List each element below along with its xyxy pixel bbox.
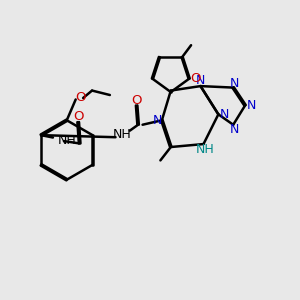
Text: N: N bbox=[153, 114, 162, 127]
Text: NH: NH bbox=[113, 128, 132, 141]
Text: N: N bbox=[220, 108, 229, 121]
Text: N: N bbox=[230, 76, 239, 90]
Text: NH: NH bbox=[57, 134, 76, 147]
Text: O: O bbox=[73, 110, 83, 123]
Text: N: N bbox=[247, 99, 256, 112]
Text: N: N bbox=[196, 74, 205, 87]
Text: O: O bbox=[75, 92, 86, 104]
Text: O: O bbox=[131, 94, 142, 106]
Text: O: O bbox=[190, 72, 200, 85]
Text: N: N bbox=[230, 123, 239, 136]
Text: NH: NH bbox=[196, 143, 214, 156]
